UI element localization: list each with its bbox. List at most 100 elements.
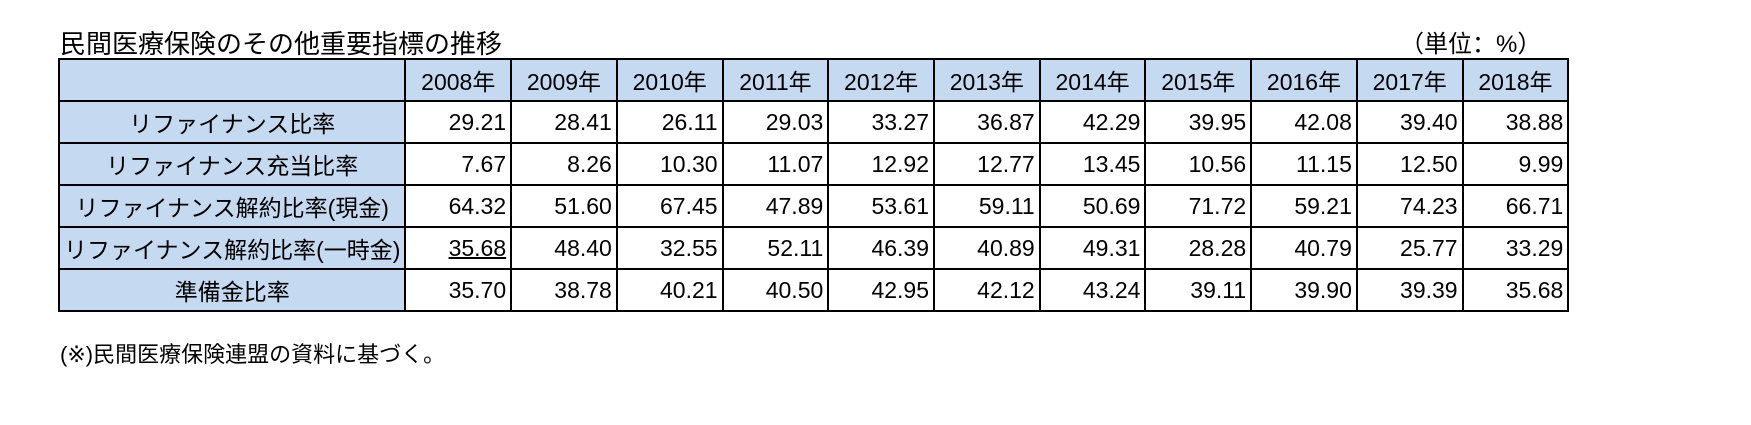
column-header: 2013年: [933, 58, 1041, 102]
cell-text: 12.92: [871, 150, 929, 177]
value-cell: 25.77: [1355, 226, 1464, 270]
column-header: 2011年: [721, 58, 830, 102]
value-cell: 39.40: [1355, 100, 1464, 144]
cell-text: 40.89: [977, 234, 1035, 261]
cell-text: 43.24: [1082, 276, 1141, 303]
value-cell: 40.79: [1250, 226, 1358, 270]
table-row: リファイナンス充当比率 7.67 8.26 10.30 11.07 12.92 12.77 1…: [57, 142, 1570, 186]
cell-text: 71.72: [1188, 192, 1247, 219]
cell-text: 11.15: [1296, 150, 1352, 177]
table-row: リファイナンス比率 29.21 28.41 26.11 29.03 33.27 36.87 4…: [57, 100, 1570, 144]
value-cell: 10.30: [615, 142, 724, 186]
value-cell: 39.39: [1355, 268, 1464, 312]
footnote: (※)民間医療保険連盟の資料に基づく。: [60, 342, 446, 367]
cell-text: 47.89: [765, 192, 824, 219]
cell-text: 59.21: [1294, 192, 1352, 219]
column-header: 2010年: [615, 58, 724, 102]
row-label: リファイナンス充当比率: [57, 142, 407, 186]
cell-text: 39.39: [1400, 276, 1458, 303]
cell-text: 7.67: [461, 150, 507, 177]
cell-text: 42.95: [871, 276, 929, 303]
cell-text: 33.29: [1505, 234, 1564, 261]
value-cell: 29.03: [721, 100, 830, 144]
value-cell: 35.70: [404, 268, 513, 312]
value-cell: 13.45: [1038, 142, 1147, 186]
value-cell: 53.61: [827, 184, 935, 228]
value-cell: 46.39: [827, 226, 935, 270]
value-cell: 11.15: [1250, 142, 1358, 186]
cell-text: 25.77: [1400, 234, 1458, 261]
value-cell: 40.50: [721, 268, 830, 312]
column-header: 2008年: [404, 58, 513, 102]
cell-text: 59.11: [978, 192, 1035, 219]
cell-text: 66.71: [1505, 192, 1564, 219]
value-cell: 67.45: [615, 184, 724, 228]
cell-text: 49.31: [1082, 234, 1141, 261]
value-cell: 35.68: [1461, 268, 1570, 312]
row-label: 準備金比率: [57, 268, 407, 312]
value-cell: 26.11: [615, 100, 724, 144]
column-header: 2016年: [1250, 58, 1358, 102]
value-cell: 49.31: [1038, 226, 1147, 270]
cell-text: 50.69: [1082, 192, 1141, 219]
value-cell: 59.21: [1250, 184, 1358, 228]
value-cell: 38.88: [1461, 100, 1570, 144]
cell-text: 51.60: [554, 192, 612, 219]
cell-text: 8.26: [567, 150, 612, 177]
value-cell: 33.29: [1461, 226, 1570, 270]
cell-text: 13.45: [1082, 150, 1141, 177]
cell-text: 64.32: [448, 192, 507, 219]
value-cell: 39.11: [1144, 268, 1253, 312]
value-cell: 9.99: [1461, 142, 1570, 186]
value-cell: 43.24: [1038, 268, 1147, 312]
value-cell: 39.95: [1144, 100, 1253, 144]
cell-text: 39.40: [1400, 108, 1458, 135]
cell-text: 26.11: [661, 108, 718, 135]
value-cell: 28.41: [510, 100, 618, 144]
cell-text: 46.39: [871, 234, 929, 261]
cell-text: 29.03: [765, 108, 824, 135]
column-header: 2012年: [827, 58, 935, 102]
value-cell: 28.28: [1144, 226, 1253, 270]
value-cell: 52.11: [721, 226, 830, 270]
value-cell: 12.77: [933, 142, 1041, 186]
header-row: 2008年 2009年 2010年 2011年 2012年 2013年 2014年 2015年…: [57, 58, 1570, 102]
cell-text: 42.29: [1082, 108, 1141, 135]
cell-text: 33.27: [871, 108, 929, 135]
row-label: リファイナンス解約比率(一時金): [57, 226, 407, 270]
value-cell: 7.67: [404, 142, 513, 186]
cell-text: 42.12: [977, 276, 1035, 303]
title: 民間医療保険のその他重要指標の推移: [60, 29, 503, 59]
value-cell: 59.11: [933, 184, 1041, 228]
cell-text: 39.11: [1190, 276, 1247, 303]
value-cell: 38.78: [510, 268, 618, 312]
value-cell: 29.21: [404, 100, 513, 144]
value-cell: 64.32: [404, 184, 513, 228]
value-cell: 10.56: [1144, 142, 1253, 186]
cell-text: 29.21: [448, 108, 507, 135]
value-cell: 40.89: [933, 226, 1041, 270]
table-row: リファイナンス解約比率(現金) 64.32 51.60 67.45 47.89 53.61…: [57, 184, 1570, 228]
table-row: 準備金比率 35.70 38.78 40.21 40.50 42.95 42.12 43.24…: [57, 268, 1570, 312]
data-table: 2008年 2009年 2010年 2011年 2012年 2013年 2014年 2015年…: [57, 58, 1570, 312]
cell-text: 40.21: [660, 276, 718, 303]
cell-text: 67.45: [660, 192, 718, 219]
value-cell: 42.12: [933, 268, 1041, 312]
cell-text: 35.68: [448, 234, 507, 261]
cell-text: 38.78: [554, 276, 612, 303]
cell-text: 74.23: [1400, 192, 1458, 219]
cell-text: 40.50: [765, 276, 824, 303]
value-cell: 66.71: [1461, 184, 1570, 228]
value-cell: 36.87: [933, 100, 1041, 144]
cell-text: 9.99: [1518, 150, 1564, 177]
value-cell: 39.90: [1250, 268, 1358, 312]
cell-text: 42.08: [1294, 108, 1352, 135]
value-cell: 35.68: [404, 226, 513, 270]
cell-text: 28.41: [554, 108, 612, 135]
cell-text: 12.50: [1400, 150, 1458, 177]
value-cell: 71.72: [1144, 184, 1253, 228]
value-cell: 12.92: [827, 142, 935, 186]
cell-text: 10.56: [1188, 150, 1247, 177]
value-cell: 40.21: [615, 268, 724, 312]
value-cell: 48.40: [510, 226, 618, 270]
